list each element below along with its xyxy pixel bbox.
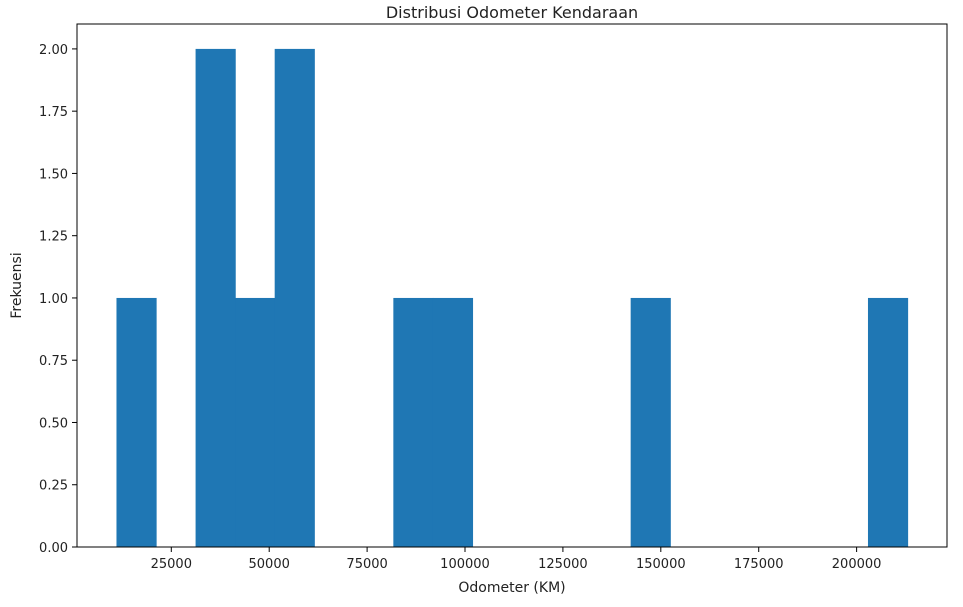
y-axis-label: Frekuensi — [9, 252, 25, 318]
x-tick-label: 175000 — [734, 557, 784, 572]
histogram-bar — [630, 297, 671, 547]
y-tick-label: 0.50 — [39, 416, 68, 431]
histogram-bar — [393, 297, 434, 547]
x-tick-label: 200000 — [832, 557, 882, 572]
y-tick-label: 1.25 — [39, 230, 68, 245]
bars-layer — [116, 48, 909, 548]
y-tick-label: 0.00 — [39, 541, 68, 556]
chart-title: Distribusi Odometer Kendaraan — [386, 3, 638, 22]
histogram-bar — [195, 48, 236, 548]
y-tick-label: 1.50 — [39, 167, 68, 182]
y-axis-ticks: 0.00 0.25 0.50 0.75 1.00 1.25 1.50 1.75 2.00 — [39, 43, 77, 556]
histogram-bar — [867, 297, 909, 547]
x-axis-label: Odometer (KM) — [458, 580, 565, 596]
histogram-bar — [274, 48, 315, 548]
x-axis-ticks: 25000 50000 75000 100000 125000 150000 175000 2… — [151, 547, 882, 572]
y-tick-label: 1.00 — [39, 292, 68, 307]
histogram-bar — [116, 297, 157, 547]
x-tick-label: 75000 — [346, 557, 387, 572]
x-tick-label: 100000 — [440, 557, 490, 572]
plot-frame — [76, 23, 948, 548]
y-tick-label: 0.25 — [39, 479, 68, 494]
x-tick-label: 25000 — [151, 557, 192, 572]
y-tick-label: 2.00 — [39, 43, 68, 58]
y-tick-label: 1.75 — [39, 105, 68, 120]
x-tick-label: 50000 — [249, 557, 290, 572]
x-tick-label: 125000 — [538, 557, 588, 572]
x-tick-label: 150000 — [636, 557, 686, 572]
histogram-bar — [432, 297, 474, 547]
y-tick-label: 0.75 — [39, 354, 68, 369]
histogram-bar — [235, 297, 276, 547]
